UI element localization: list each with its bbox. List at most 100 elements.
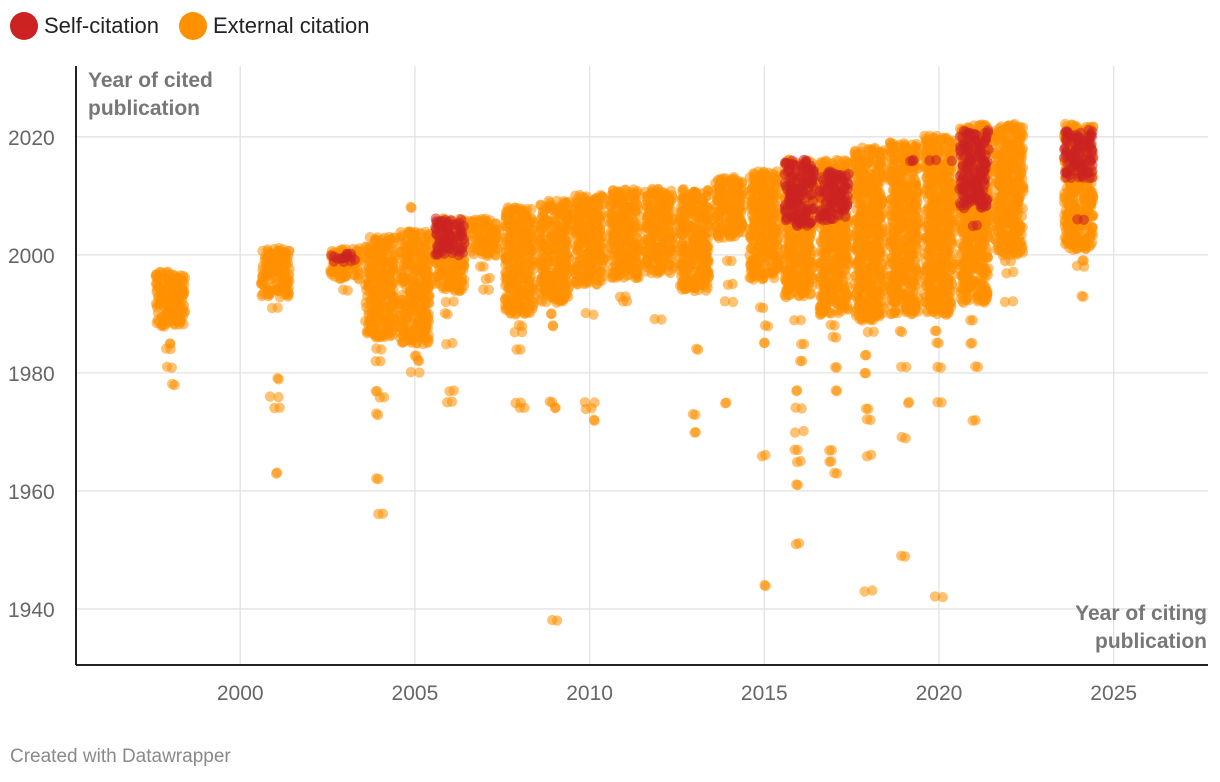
external-citation-dot	[514, 402, 525, 413]
external-citation-dot	[752, 166, 764, 177]
external-citation-dot	[516, 327, 528, 338]
external-citation-dot	[375, 356, 386, 367]
external-citation-dot	[860, 368, 872, 379]
external-citation-dot	[446, 396, 458, 407]
external-citation-dot	[405, 201, 416, 213]
external-citation-dot	[444, 386, 455, 397]
external-citation-dot	[543, 195, 554, 206]
external-citation-dot	[515, 344, 526, 355]
external-citation-dot	[621, 296, 633, 307]
external-citation-dot	[405, 366, 417, 378]
external-citation-dot	[414, 367, 425, 378]
legend-item-external-citation[interactable]: External citation	[178, 12, 369, 40]
external-citation-dot	[376, 344, 387, 355]
external-citation-dot	[580, 403, 592, 415]
external-citation-dot	[628, 184, 639, 195]
external-citation-dot	[791, 456, 803, 468]
external-citation-dot	[269, 402, 280, 414]
external-citation-dot	[478, 284, 489, 295]
external-citation-dot	[688, 186, 699, 198]
external-citation-dot	[266, 302, 278, 314]
external-citation-dot	[790, 402, 801, 413]
external-citation-dot	[165, 343, 176, 355]
external-citation-dot	[372, 232, 383, 243]
external-citation-dot	[154, 266, 165, 278]
external-citation-dot	[478, 261, 489, 272]
external-citation-dot	[364, 232, 376, 243]
external-citation-dot	[727, 278, 738, 290]
external-citation-dot	[570, 190, 581, 201]
external-citation-dot	[793, 538, 805, 549]
external-citation-dot	[859, 586, 870, 597]
external-citation-dot	[865, 449, 877, 460]
external-citation-dot	[273, 392, 284, 403]
external-citation-dot	[825, 319, 836, 330]
external-citation-dot	[719, 296, 731, 307]
external-citation-dot	[547, 614, 558, 626]
external-citation-dot	[595, 190, 606, 201]
external-citation-dot	[703, 185, 714, 196]
external-citation-dot	[824, 456, 835, 467]
external-citation-dot	[177, 270, 189, 282]
external-citation-dot	[510, 202, 521, 214]
external-citation-points	[150, 118, 1099, 626]
external-citation-dot	[372, 409, 384, 421]
external-citation-dot	[371, 473, 382, 484]
external-citation-dot	[546, 309, 557, 320]
external-citation-dot	[378, 392, 390, 403]
external-citation-dot	[718, 173, 729, 184]
external-citation-dot	[798, 338, 810, 350]
external-citation-dot	[480, 274, 492, 285]
external-citation-dot	[448, 296, 459, 307]
external-citation-dot	[792, 444, 803, 456]
external-citation-dot	[588, 414, 600, 425]
external-citation-dot	[726, 255, 737, 267]
external-citation-dot	[869, 144, 880, 155]
external-citation-dot	[820, 155, 831, 166]
external-citation-dot	[865, 414, 876, 426]
external-citation-dot	[649, 313, 660, 325]
external-citation-dot	[827, 331, 839, 342]
external-citation-dot	[272, 373, 283, 384]
grid-lines	[76, 66, 1208, 665]
external-citation-dot	[404, 226, 415, 237]
external-citation-dot	[759, 579, 770, 591]
external-citation-dot	[441, 339, 452, 350]
external-citation-dot	[509, 327, 520, 338]
external-citation-dot	[395, 226, 406, 238]
external-citation-dot	[588, 309, 599, 320]
legend: Self-citation External citation	[10, 12, 389, 40]
external-citation-dot	[690, 409, 701, 420]
external-citation-dot	[377, 508, 389, 519]
external-citation-dot	[360, 241, 371, 252]
external-citation-dot	[728, 172, 740, 183]
legend-item-self-citation[interactable]: Self-citation	[10, 12, 159, 40]
external-citation-dot	[868, 326, 879, 337]
red-circle-icon	[10, 12, 38, 40]
external-citation-dot	[277, 244, 289, 255]
external-citation-dot	[166, 362, 177, 373]
external-citation-dot	[485, 215, 496, 226]
external-citation-dot	[653, 183, 664, 195]
external-citation-dot	[677, 184, 688, 195]
external-citation-dot	[666, 185, 677, 196]
external-citation-dot	[861, 349, 872, 361]
external-citation-dot	[830, 385, 841, 396]
external-citation-dot	[271, 467, 283, 478]
external-citation-dot	[796, 355, 808, 367]
external-citation-dot	[798, 425, 809, 437]
external-citation-dot	[167, 378, 178, 390]
external-citation-dot	[760, 449, 771, 461]
external-citation-dot	[757, 302, 769, 314]
external-citation-dot	[549, 402, 561, 414]
external-citation-dot	[607, 185, 619, 196]
external-citation-dot	[439, 308, 451, 319]
external-citation-dot	[857, 142, 868, 153]
external-citation-dot	[824, 445, 835, 456]
external-citation-dot	[264, 391, 276, 402]
external-citation-dot	[502, 202, 513, 213]
external-citation-dot	[791, 385, 803, 396]
external-citation-dot	[692, 344, 704, 355]
external-citation-dot	[547, 320, 559, 331]
